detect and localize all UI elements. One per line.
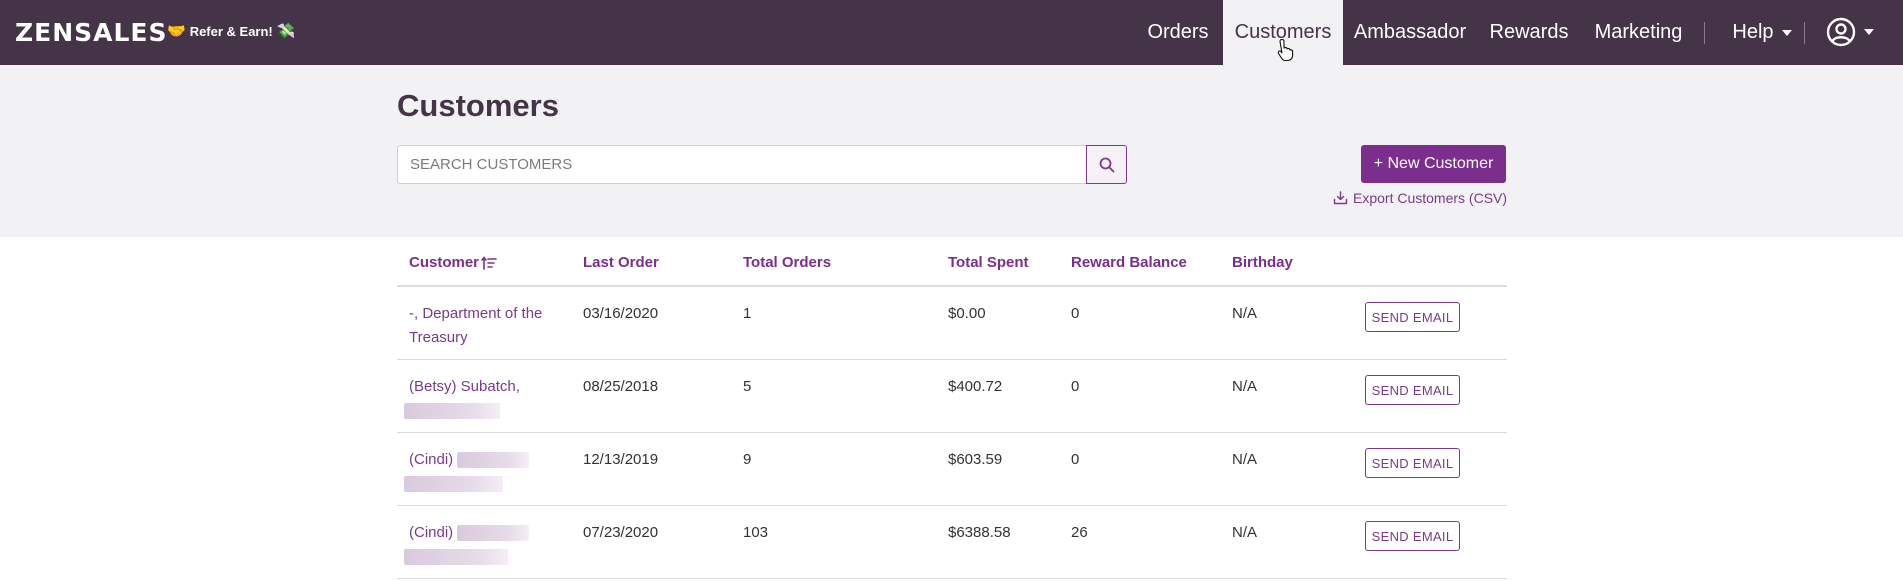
download-icon (1333, 191, 1348, 205)
sort-icon (481, 255, 497, 270)
column-header-last-order[interactable]: Last Order (583, 254, 659, 271)
customer-name-text: (Betsy) Subatch, (409, 378, 520, 395)
last-order-cell: 03/16/2020 (583, 305, 659, 322)
nav-ambassador-label: Ambassador (1353, 21, 1467, 43)
column-header-reward-balance[interactable]: Reward Balance (1071, 254, 1187, 271)
reward-balance-cell: 26 (1071, 524, 1088, 541)
redacted-name-blur (457, 452, 530, 469)
customer-name-link[interactable]: (Betsy) Subatch, (404, 375, 559, 423)
total-orders-cell: 9 (743, 451, 752, 468)
last-order-cell: 12/13/2019 (583, 451, 659, 468)
nav-rewards-label: Rewards (1489, 21, 1569, 43)
birthday-cell: N/A (1232, 451, 1258, 468)
birthday-cell: N/A (1232, 524, 1258, 541)
nav-ambassador[interactable]: Ambassador (1348, 0, 1472, 65)
reward-balance-cell: 0 (1071, 378, 1080, 395)
column-header-total-orders[interactable]: Total Orders (743, 254, 832, 271)
nav-marketing[interactable]: Marketing (1587, 0, 1690, 65)
nav-rewards[interactable]: Rewards (1483, 0, 1575, 65)
customer-name-text: (Cindi) (409, 524, 454, 541)
nav-marketing-label: Marketing (1594, 21, 1683, 43)
user-menu[interactable] (1826, 17, 1874, 47)
total-spent-cell: $0.00 (948, 305, 986, 322)
user-circle-icon (1826, 17, 1856, 47)
total-spent-cell: $6388.58 (948, 524, 1011, 541)
customer-name-link[interactable]: -, Department of the Treasury (409, 305, 543, 346)
table-row: (Cindi) 12/13/2019 9 $603.59 0 N/A SEND … (397, 433, 1507, 506)
column-header-birthday[interactable]: Birthday (1232, 254, 1293, 271)
redacted-name-blur (404, 549, 508, 566)
reward-balance-cell: 0 (1071, 451, 1080, 468)
birthday-cell: N/A (1232, 378, 1258, 395)
send-email-button[interactable]: SEND EMAIL (1365, 302, 1460, 332)
table-row: -, Department of the Treasury 03/16/2020… (397, 287, 1507, 360)
reward-balance-cell: 0 (1071, 305, 1080, 322)
column-header-customer-label: Customer (409, 254, 480, 271)
chevron-down-icon (1864, 29, 1874, 35)
search-bar (397, 145, 1127, 184)
export-customers-link[interactable]: Export Customers (CSV) (1333, 190, 1507, 206)
top-navbar: ZENSALES 🤝 Refer & Earn! 💸 Orders Custom… (0, 0, 1903, 65)
last-order-cell: 07/23/2020 (583, 524, 659, 541)
total-orders-cell: 103 (743, 524, 769, 541)
last-order-cell: 08/25/2018 (583, 378, 659, 395)
redacted-name-blur (457, 525, 530, 542)
table-header-row: Customer Last Order Total Orders Total S… (397, 237, 1507, 287)
table-row: (Betsy) Subatch, 08/25/2018 5 $400.72 0 … (397, 360, 1507, 433)
column-header-total-spent[interactable]: Total Spent (948, 254, 1029, 271)
birthday-cell: N/A (1232, 305, 1258, 322)
nav-help-dropdown[interactable]: Help (1718, 0, 1806, 65)
customers-table: Customer Last Order Total Orders Total S… (397, 237, 1507, 579)
total-spent-cell: $400.72 (948, 378, 1003, 395)
nav-customers-label: Customers (1234, 21, 1332, 43)
total-orders-cell: 5 (743, 378, 752, 395)
redacted-name-blur (404, 403, 500, 420)
total-spent-cell: $603.59 (948, 451, 1003, 468)
search-button[interactable] (1086, 145, 1127, 184)
customer-name-text: (Cindi) (409, 451, 454, 468)
send-email-button[interactable]: SEND EMAIL (1365, 448, 1460, 478)
search-input[interactable] (397, 145, 1086, 184)
refer-label: Refer & Earn! (189, 24, 273, 39)
chevron-down-icon (1781, 29, 1792, 36)
new-customer-button[interactable]: + New Customer (1361, 145, 1506, 183)
nav-orders[interactable]: Orders (1135, 0, 1221, 65)
customer-name-link[interactable]: (Cindi) (404, 521, 559, 569)
redacted-name-blur (404, 476, 503, 493)
nav-divider (1804, 22, 1805, 44)
send-email-button[interactable]: SEND EMAIL (1365, 375, 1460, 405)
total-orders-cell: 1 (743, 305, 752, 322)
money-icon: 💸 (276, 23, 296, 40)
nav-divider (1704, 22, 1705, 44)
table-row: (Cindi) 07/23/2020 103 $6388.58 26 N/A S… (397, 506, 1507, 579)
column-header-customer[interactable]: Customer (409, 254, 497, 271)
pointer-hand-cursor-icon (1277, 38, 1294, 62)
customer-name-link[interactable]: (Cindi) (404, 448, 559, 496)
refer-and-earn-link[interactable]: 🤝 Refer & Earn! 💸 (167, 24, 295, 39)
export-label: Export Customers (CSV) (1353, 190, 1508, 206)
nav-orders-label: Orders (1147, 21, 1209, 43)
zensales-logo[interactable]: ZENSALES (15, 18, 168, 47)
search-icon (1099, 157, 1114, 172)
nav-help-label: Help (1732, 21, 1774, 43)
page-title: Customers (397, 88, 559, 123)
handshake-icon: 🤝 (167, 23, 186, 40)
send-email-button[interactable]: SEND EMAIL (1365, 521, 1460, 551)
